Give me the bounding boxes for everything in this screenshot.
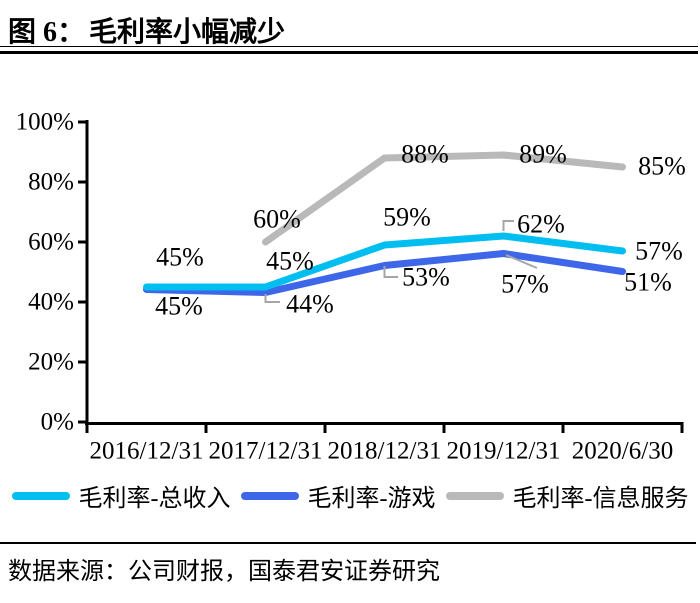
label-leader-line — [505, 254, 538, 269]
y-tick-label: 20% — [28, 349, 74, 376]
series-line-info-services — [262, 151, 626, 246]
y-tick-label: 60% — [28, 229, 74, 256]
figure-title-text: 毛利率小幅减少 — [89, 17, 286, 48]
data-label: 60% — [253, 205, 301, 234]
legend-swatch-games — [240, 491, 299, 500]
legend-item-info-services: 毛利率-信息服务 — [445, 478, 689, 513]
legend-swatch-total-revenue — [11, 491, 70, 500]
data-label: 45% — [266, 247, 314, 276]
x-tick-label: 2017/12/31 — [209, 438, 323, 465]
data-label: 44% — [286, 290, 334, 319]
legend-item-total-revenue: 毛利率-总收入 — [11, 478, 231, 513]
x-tick-label: 2018/12/31 — [328, 438, 442, 465]
x-tick-label: 2020/6/30 — [572, 438, 673, 465]
data-source-text: 数据来源：公司财报，国泰君安证券研究 — [8, 559, 440, 585]
data-label: 45% — [155, 292, 203, 321]
y-tick-label: 40% — [28, 289, 74, 316]
figure-number-label: 图 6： — [8, 17, 86, 48]
series-line-total-revenue — [143, 232, 626, 291]
footer-rule — [0, 542, 696, 544]
y-tick-label: 80% — [28, 169, 74, 196]
x-tick-label: 2016/12/31 — [90, 438, 204, 465]
figure-title: 图 6： 毛利率小幅减少 — [8, 10, 692, 50]
title-rule-thin — [0, 46, 698, 47]
legend-label-games: 毛利率-游戏 — [307, 486, 436, 512]
data-label: 57% — [635, 237, 683, 266]
data-label: 59% — [383, 203, 431, 232]
data-label: 88% — [401, 140, 449, 169]
chart-legend: 毛利率-总收入 毛利率-游戏 毛利率-信息服务 — [0, 478, 700, 513]
data-label: 57% — [501, 270, 549, 299]
legend-swatch-info-services — [445, 491, 504, 500]
series-line-games — [143, 250, 626, 296]
line-chart: 0%20%40%60%80%100%2016/12/31 2017/12/31 20… — [16, 109, 686, 465]
data-label: 89% — [519, 140, 567, 169]
label-leader-line — [264, 294, 280, 303]
legend-label-total-revenue: 毛利率-总收入 — [78, 486, 231, 512]
label-leader-line — [502, 220, 514, 231]
data-label: 85% — [638, 152, 686, 181]
y-tick-label: 0% — [41, 409, 74, 436]
data-label: 51% — [624, 268, 672, 297]
legend-label-info-services: 毛利率-信息服务 — [512, 486, 689, 512]
label-leader-line — [383, 266, 398, 278]
legend-item-games: 毛利率-游戏 — [240, 478, 436, 513]
data-label: 53% — [402, 263, 450, 292]
y-tick-label: 100% — [16, 109, 74, 136]
title-rule-thick — [0, 51, 698, 54]
data-label: 62% — [517, 210, 565, 239]
x-tick-label: 2019/12/31 — [447, 438, 561, 465]
data-label: 45% — [156, 243, 204, 272]
